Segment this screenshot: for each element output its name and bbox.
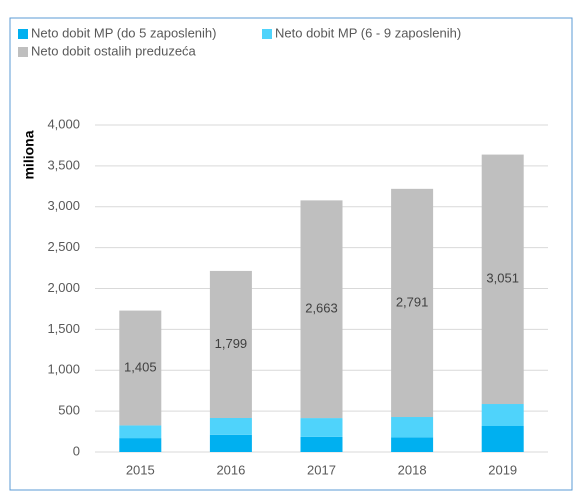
bar-segment: [481, 154, 524, 405]
legend-label: Neto dobit MP (do 5 zaposlenih): [31, 25, 216, 40]
y-tick-label: 2,500: [47, 239, 80, 254]
x-tick-label: 2018: [398, 462, 427, 477]
bar-segment: [300, 200, 343, 419]
y-tick-label: 0: [73, 443, 80, 458]
bar-segment: [391, 188, 434, 418]
bar-segment: [119, 425, 162, 439]
x-tick-label: 2016: [216, 462, 245, 477]
y-axis-label: miliona: [21, 130, 37, 179]
data-label: 2,791: [396, 294, 429, 309]
data-label: 1,405: [124, 359, 157, 374]
y-tick-label: 2,000: [47, 280, 80, 295]
legend-swatch: [262, 29, 272, 39]
x-tick-label: 2017: [307, 462, 336, 477]
legend-swatch: [18, 29, 28, 39]
bar-segment: [481, 426, 524, 452]
x-tick-label: 2019: [488, 462, 517, 477]
bar-segment: [119, 438, 162, 452]
y-tick-label: 1,500: [47, 321, 80, 336]
y-tick-label: 4,000: [47, 116, 80, 131]
data-label: 2,663: [305, 301, 338, 316]
y-tick-label: 500: [58, 403, 80, 418]
bar-segment: [209, 417, 252, 435]
bar-segment: [391, 417, 434, 438]
bar-segment: [300, 418, 343, 437]
data-label: 3,051: [486, 271, 519, 286]
bar-segment: [209, 270, 252, 418]
bar-segment: [119, 310, 162, 426]
y-tick-label: 3,000: [47, 198, 80, 213]
y-tick-label: 1,000: [47, 362, 80, 377]
data-label: 1,799: [215, 336, 248, 351]
bar-segment: [209, 434, 252, 452]
legend-swatch: [18, 47, 28, 57]
bar-segment: [391, 437, 434, 452]
x-tick-label: 2015: [126, 462, 155, 477]
bar-segment: [481, 404, 524, 427]
legend-label: Neto dobit MP (6 - 9 zaposlenih): [275, 25, 461, 40]
legend-label: Neto dobit ostalih preduzeća: [31, 43, 197, 58]
bar-segment: [300, 436, 343, 452]
y-tick-label: 3,500: [47, 157, 80, 172]
